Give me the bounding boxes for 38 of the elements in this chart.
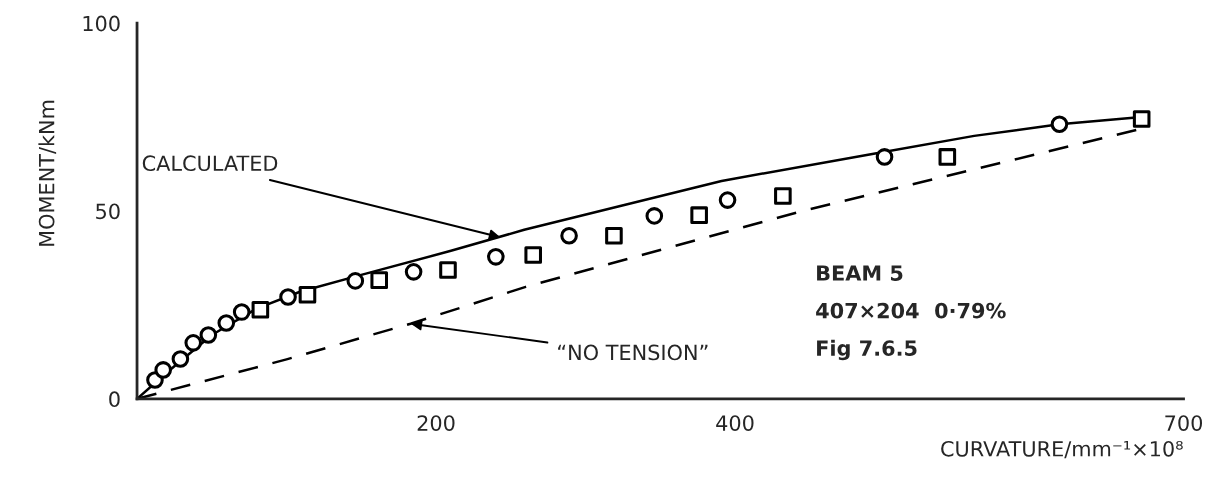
annotation: Fig 7.6.5 [817,339,917,361]
point [938,148,957,166]
point [718,191,737,209]
x-tick-label: 200 [417,415,455,431]
point [439,261,457,279]
point [1132,110,1151,128]
point [184,334,203,352]
point [560,226,578,245]
y-tick-label: 0 [109,391,120,408]
y-tick-label: 100 [83,15,120,32]
point [605,226,623,245]
point [487,248,505,266]
point [645,207,664,225]
annotation: “NO TENSION” [558,344,708,361]
annotation: BEAM 5 [817,265,903,281]
point [298,285,317,304]
annotation: 407×204 0·79% [816,302,1006,319]
point [154,361,173,379]
point [370,271,389,289]
point [774,187,792,205]
point [171,350,190,368]
annotation: CALCULATED [142,155,278,172]
point [346,272,365,290]
point [279,288,297,306]
point [875,148,894,166]
x-axis-title: CURVATURE/mm⁻¹×10⁸ [941,440,1183,459]
point [232,303,251,321]
point [404,263,423,281]
x-tick-label: 700 [1165,415,1203,431]
y-axis-title: MOMENT/kNm [38,100,57,246]
point [251,300,270,319]
point [199,326,218,344]
point [524,246,543,264]
y-tick-label: 50 [96,203,120,220]
point [690,206,708,224]
point [1050,115,1069,134]
point [217,314,236,332]
x-tick-label: 400 [716,415,754,431]
